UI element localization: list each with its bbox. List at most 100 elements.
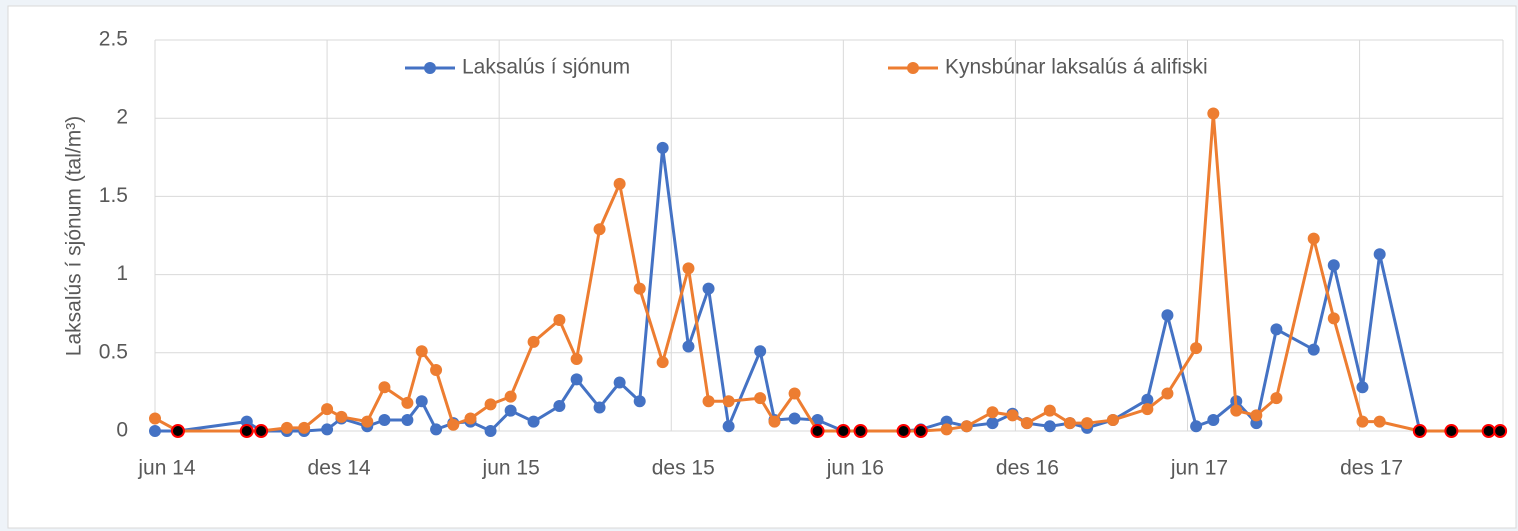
- data-point: [682, 262, 695, 275]
- data-point: [321, 423, 334, 436]
- x-tick-label: des 14: [308, 457, 371, 480]
- data-point: [1230, 404, 1243, 417]
- data-point: [1373, 248, 1386, 261]
- data-point: [1141, 393, 1154, 406]
- data-point: [570, 353, 583, 366]
- data-point: [527, 415, 540, 428]
- data-point: [682, 340, 695, 353]
- data-point: [570, 373, 583, 386]
- data-point: [702, 395, 715, 408]
- data-point: [504, 404, 517, 417]
- data-point: [1081, 417, 1094, 430]
- data-point: [484, 425, 497, 437]
- data-point: [896, 424, 911, 438]
- data-point: [553, 399, 566, 412]
- data-point: [1356, 415, 1369, 428]
- data-point: [1161, 387, 1174, 400]
- data-point: [335, 410, 348, 423]
- data-point: [1307, 343, 1320, 356]
- data-point: [960, 420, 973, 433]
- data-point: [633, 395, 646, 408]
- y-tick-label: 1: [116, 262, 128, 285]
- data-point: [1141, 403, 1154, 416]
- data-point: [553, 313, 566, 326]
- data-point: [788, 387, 801, 400]
- data-point: [149, 425, 161, 437]
- data-point: [298, 421, 311, 434]
- data-point: [613, 376, 626, 389]
- data-point: [986, 406, 999, 419]
- data-point: [239, 424, 254, 438]
- data-point: [1481, 424, 1496, 438]
- chart-panel: [7, 5, 1517, 529]
- data-point: [1270, 392, 1283, 405]
- x-tick-label: jun 15: [482, 457, 540, 480]
- data-point: [321, 403, 334, 416]
- data-point: [415, 395, 428, 408]
- data-point: [401, 414, 414, 427]
- x-tick-label: des 16: [996, 457, 1059, 480]
- data-point: [254, 424, 269, 438]
- data-point: [378, 381, 391, 394]
- y-tick-label: 0: [116, 419, 128, 442]
- data-point: [593, 223, 606, 236]
- data-point: [1412, 424, 1427, 438]
- data-point: [853, 424, 868, 438]
- data-point: [986, 417, 999, 430]
- data-point: [722, 395, 735, 408]
- data-point: [1356, 381, 1369, 394]
- data-point: [1063, 417, 1076, 430]
- data-point: [633, 282, 646, 295]
- data-point: [1373, 415, 1386, 428]
- data-point: [361, 415, 374, 428]
- data-point: [1327, 259, 1340, 272]
- data-point: [754, 392, 767, 405]
- data-point: [768, 415, 781, 428]
- data-point: [1190, 342, 1203, 355]
- data-point: [940, 423, 953, 436]
- data-point: [378, 414, 391, 427]
- data-point: [836, 424, 851, 438]
- data-point: [504, 390, 517, 403]
- data-point: [593, 401, 606, 414]
- data-point: [484, 398, 497, 411]
- data-point: [1190, 420, 1203, 433]
- legend-label: Kynsbúnar laksalús á alifiski: [945, 56, 1208, 79]
- x-tick-label: jun 14: [137, 457, 196, 480]
- data-point: [415, 345, 428, 358]
- data-point: [430, 364, 443, 377]
- data-point: [1444, 424, 1459, 438]
- data-point: [280, 421, 293, 434]
- data-point: [447, 418, 460, 431]
- data-point: [430, 423, 443, 436]
- legend-marker: [907, 62, 919, 74]
- data-point: [1043, 404, 1056, 417]
- data-point: [149, 412, 161, 425]
- data-point: [401, 396, 414, 409]
- data-point: [464, 412, 477, 425]
- data-point: [1106, 414, 1119, 427]
- data-point: [1207, 414, 1220, 427]
- data-point: [811, 414, 824, 427]
- legend-label: Laksalús í sjónum: [462, 56, 630, 79]
- y-axis-label: Laksalús í sjónum (tal/m³): [63, 116, 86, 356]
- data-point: [1006, 409, 1019, 422]
- x-tick-label: jun 16: [826, 457, 884, 480]
- x-tick-label: des 15: [652, 457, 715, 480]
- y-tick-label: 1.5: [99, 184, 128, 207]
- legend-marker: [424, 62, 436, 74]
- data-point: [1043, 420, 1056, 433]
- data-point: [1020, 417, 1033, 430]
- data-point: [702, 282, 715, 295]
- x-tick-label: jun 17: [1170, 457, 1228, 480]
- data-point: [1161, 309, 1174, 322]
- data-point: [913, 424, 928, 438]
- data-point: [527, 335, 540, 348]
- data-point: [170, 424, 185, 438]
- data-point: [1270, 323, 1283, 336]
- y-tick-label: 0.5: [99, 340, 128, 363]
- data-point: [1327, 312, 1340, 325]
- y-tick-label: 2.5: [99, 28, 128, 51]
